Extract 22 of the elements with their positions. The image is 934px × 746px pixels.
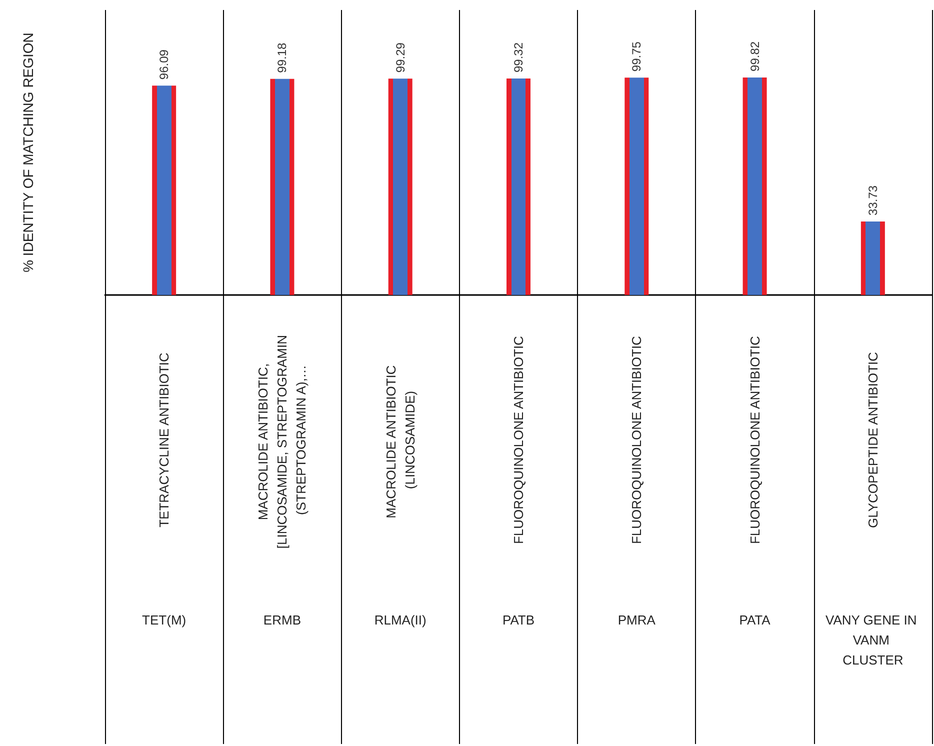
data-label: 96.09 (157, 49, 172, 80)
text: MACROLIDE ANTIBIOTIC, [LINCOSAMIDE, STREPTOGRAMIN (STREPTOGRAMIN A),… (256, 331, 309, 549)
x-tick-label: RLMA(II) (374, 612, 426, 628)
x-tick-label: PMRA (618, 612, 656, 628)
data-label: 99.18 (275, 42, 290, 73)
x-tick-label: PATB (502, 612, 535, 628)
text: MACROLIDE ANTIBIOTIC (LINCOSAMIDE) (383, 362, 418, 518)
x-tick-label: TET(M) (142, 612, 186, 628)
x-tick-label: VANY GENE IN VANM CLUSTER (825, 612, 920, 668)
text: GLYCOPEPTIDE ANTIBIOTIC (865, 352, 880, 528)
y-axis-title: % IDENTITY OF MATCHING REGION (20, 32, 36, 272)
text: FLUOROQUINOLONE ANTIBIOTIC (511, 336, 526, 544)
data-label: 99.32 (512, 42, 526, 73)
text: FLUOROQUINOLONE ANTIBIOTIC (629, 336, 644, 544)
data-label: 99.75 (630, 41, 644, 72)
text: FLUOROQUINOLONE ANTIBIOTIC (747, 336, 762, 544)
data-label: 99.82 (748, 41, 762, 72)
text: TETRACYCLINE ANTIBIOTIC (156, 352, 172, 528)
x-tick-label: ERMB (263, 612, 301, 628)
data-label: 99.29 (393, 42, 408, 73)
x-tick-label: PATA (739, 612, 771, 628)
data-label: 33.73 (866, 185, 880, 216)
